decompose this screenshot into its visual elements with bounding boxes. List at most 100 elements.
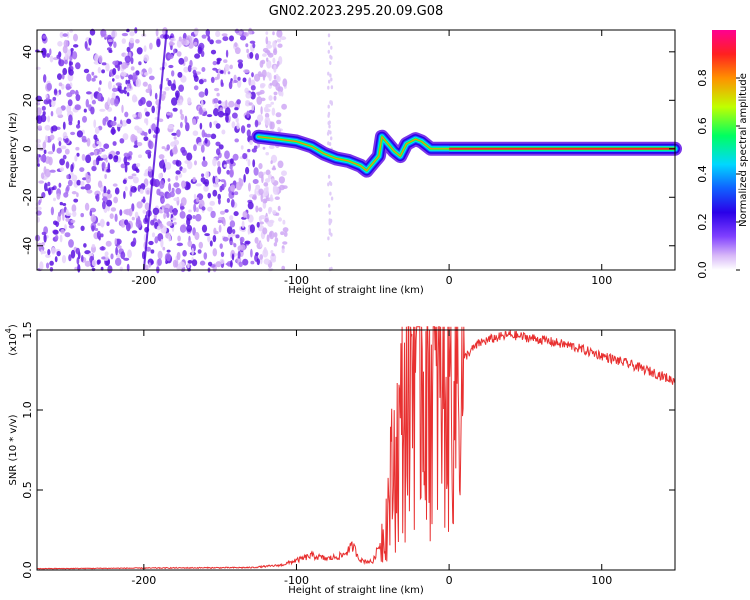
noise-blob [53,220,58,226]
noise-blob [232,112,238,119]
noise-blob [249,224,255,234]
noise-blob [179,211,186,219]
noise-blob [47,249,51,256]
noise-blob [181,167,187,174]
noise-blob [203,78,207,83]
noise-blob [146,190,150,195]
noise-blob [234,138,239,143]
noise-blob [219,243,223,249]
x-tick-label: -100 [284,574,309,587]
noise-blob [329,182,333,186]
noise-blob [107,39,113,43]
noise-blob [97,92,102,102]
noise-blob [204,88,209,97]
noise-blob [222,236,229,242]
noise-blob [57,73,62,80]
noise-blob [254,73,261,82]
noise-blob [193,41,198,46]
spectrogram-x-ticks: -200 -100 0 100 [131,30,612,287]
noise-blob [264,116,271,126]
noise-blob [143,54,150,62]
noise-blob [132,114,137,118]
noise-blob [193,27,199,35]
noise-blob [328,41,331,46]
noise-blob [184,115,188,125]
noise-blob [207,206,213,212]
noise-blob [212,67,218,71]
noise-blob [44,182,48,192]
noise-blob [282,227,289,233]
noise-blob [64,139,69,144]
noise-blob [235,117,239,123]
noise-blob [112,78,115,82]
noise-blob [97,66,101,74]
noise-blob [115,151,121,155]
noise-blob [218,224,222,233]
noise-blob [236,99,241,105]
noise-blob [90,214,97,223]
noise-blob [166,249,171,253]
noise-blob [65,83,71,91]
noise-blob [203,185,209,192]
noise-blob [229,164,233,170]
noise-blob [271,107,276,116]
noise-blob [135,70,140,76]
noise-blob [81,153,86,161]
noise-blob [110,120,117,127]
noise-blob [132,237,137,246]
noise-blob [237,250,241,259]
noise-blob [166,192,172,199]
noise-blob [178,36,182,42]
noise-blob [204,179,210,187]
snr-y-label: SNR (10 * v/v) [8,414,19,485]
noise-blob [129,37,135,44]
colorbar: 0.0 0.2 0.4 0.6 0.8 Normalized spectral ampl… [696,30,749,279]
noise-blob [327,174,331,179]
noise-blob [64,148,70,155]
noise-blob [168,235,172,242]
noise-blob [217,160,221,167]
noise-blob [262,146,266,150]
noise-blob [120,71,127,77]
noise-blob [186,152,193,161]
noise-blob [328,220,331,225]
noise-blob [69,55,73,61]
noise-blob [156,38,161,48]
noise-blob [71,191,77,195]
noise-blob [49,267,54,272]
noise-blob [155,28,159,37]
noise-blob [154,236,159,244]
noise-blob [67,179,73,187]
noise-blob [64,232,71,238]
noise-blob [240,125,246,134]
noise-blob [192,69,197,75]
noise-blob [65,217,70,222]
noise-blob [221,129,226,135]
noise-blob [210,133,217,140]
noise-blob [235,181,242,191]
noise-blob [273,75,277,80]
noise-blob [114,155,119,160]
noise-blob [180,197,187,206]
noise-blob [263,106,269,113]
noise-blob [249,40,256,44]
spectrogram-y-label: Frequency (Hz) [8,112,19,188]
noise-blob [85,98,90,108]
noise-blob [265,169,271,176]
noise-blob [48,187,52,196]
noise-blob [273,91,278,96]
noise-blob [328,228,331,233]
noise-blob [198,91,205,98]
noise-blob [73,33,78,42]
noise-blob [330,45,333,50]
noise-blob [102,200,106,210]
noise-blob [253,167,259,176]
noise-blob [126,263,130,272]
x-tick-label: -200 [131,574,156,587]
noise-blob [251,148,257,153]
noise-blob [40,249,44,255]
noise-streak [142,29,168,271]
y-tick-label: 0.0 [21,561,34,579]
noise-blob [269,82,273,86]
noise-blob [268,144,275,150]
